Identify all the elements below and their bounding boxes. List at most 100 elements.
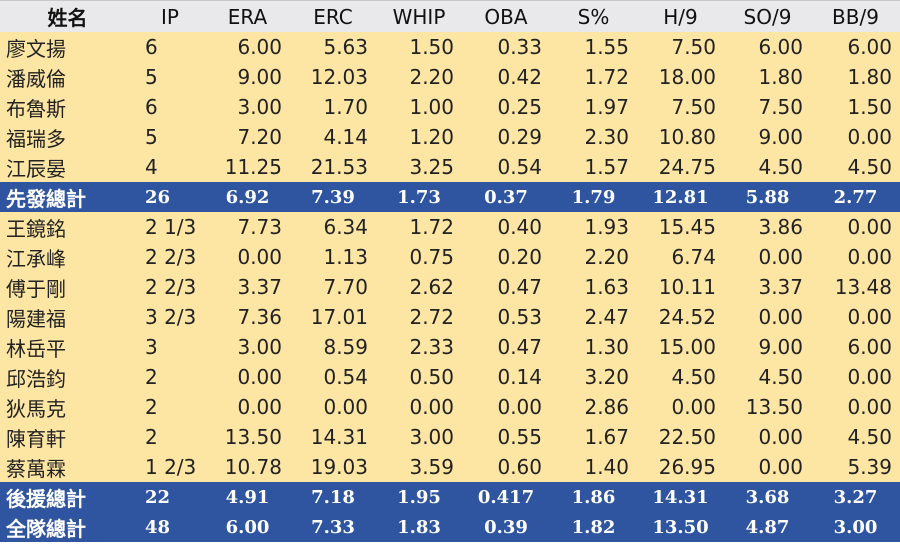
cell-h9[interactable]: 24.75: [637, 152, 724, 182]
cell-bb9[interactable]: 6.00: [811, 32, 900, 62]
cell-era[interactable]: 9.00: [205, 62, 290, 92]
cell-s-pct[interactable]: 2.30: [550, 122, 637, 152]
cell-s-pct[interactable]: 1.55: [550, 32, 637, 62]
cell-s-pct[interactable]: 2.47: [550, 302, 637, 332]
cell-bb9[interactable]: 4.50: [811, 422, 900, 452]
header-ip[interactable]: IP: [135, 0, 205, 32]
cell-ip[interactable]: 3 2/3: [135, 302, 205, 332]
cell-erc[interactable]: 4.14: [290, 122, 376, 152]
cell-so9[interactable]: 4.50: [724, 152, 811, 182]
cell-s-pct[interactable]: 1.86: [550, 482, 637, 512]
cell-oba[interactable]: 0.37: [462, 182, 550, 212]
cell-bb9[interactable]: 4.50: [811, 152, 900, 182]
cell-erc[interactable]: 14.31: [290, 422, 376, 452]
cell-h9[interactable]: 7.50: [637, 92, 724, 122]
cell-s-pct[interactable]: 1.79: [550, 182, 637, 212]
cell-era[interactable]: 7.20: [205, 122, 290, 152]
cell-whip[interactable]: 1.00: [376, 92, 462, 122]
cell-name[interactable]: 江承峰: [0, 242, 135, 272]
cell-h9[interactable]: 12.81: [637, 182, 724, 212]
cell-ip[interactable]: 22: [135, 482, 205, 512]
cell-name[interactable]: 潘威倫: [0, 62, 135, 92]
cell-whip[interactable]: 1.95: [376, 482, 462, 512]
cell-era[interactable]: 3.00: [205, 332, 290, 362]
cell-era[interactable]: 13.50: [205, 422, 290, 452]
cell-oba[interactable]: 0.14: [462, 362, 550, 392]
cell-erc[interactable]: 17.01: [290, 302, 376, 332]
cell-whip[interactable]: 3.00: [376, 422, 462, 452]
cell-whip[interactable]: 0.00: [376, 392, 462, 422]
header-h9[interactable]: H/9: [637, 0, 724, 32]
cell-ip[interactable]: 2 1/3: [135, 212, 205, 242]
cell-oba[interactable]: 0.00: [462, 392, 550, 422]
cell-h9[interactable]: 22.50: [637, 422, 724, 452]
cell-erc[interactable]: 5.63: [290, 32, 376, 62]
cell-oba[interactable]: 0.47: [462, 272, 550, 302]
cell-ip[interactable]: 26: [135, 182, 205, 212]
header-whip[interactable]: WHIP: [376, 0, 462, 32]
cell-whip[interactable]: 0.50: [376, 362, 462, 392]
cell-ip[interactable]: 1 2/3: [135, 452, 205, 482]
header-era[interactable]: ERA: [205, 0, 290, 32]
header-so9[interactable]: SO/9: [724, 0, 811, 32]
cell-bb9[interactable]: 6.00: [811, 332, 900, 362]
cell-name[interactable]: 狄馬克: [0, 392, 135, 422]
cell-ip[interactable]: 6: [135, 92, 205, 122]
cell-oba[interactable]: 0.20: [462, 242, 550, 272]
cell-era[interactable]: 0.00: [205, 392, 290, 422]
cell-era[interactable]: 6.00: [205, 32, 290, 62]
cell-erc[interactable]: 7.39: [290, 182, 376, 212]
cell-bb9[interactable]: 5.39: [811, 452, 900, 482]
cell-ip[interactable]: 5: [135, 122, 205, 152]
cell-era[interactable]: 6.00: [205, 512, 290, 542]
cell-so9[interactable]: 13.50: [724, 392, 811, 422]
cell-name[interactable]: 邱浩鈞: [0, 362, 135, 392]
cell-so9[interactable]: 0.00: [724, 422, 811, 452]
cell-s-pct[interactable]: 1.97: [550, 92, 637, 122]
cell-so9[interactable]: 3.68: [724, 482, 811, 512]
cell-s-pct[interactable]: 1.57: [550, 152, 637, 182]
cell-s-pct[interactable]: 1.82: [550, 512, 637, 542]
cell-so9[interactable]: 0.00: [724, 242, 811, 272]
cell-whip[interactable]: 1.73: [376, 182, 462, 212]
cell-name[interactable]: 江辰晏: [0, 152, 135, 182]
cell-s-pct[interactable]: 1.72: [550, 62, 637, 92]
cell-bb9[interactable]: 3.00: [811, 512, 900, 542]
cell-h9[interactable]: 13.50: [637, 512, 724, 542]
cell-so9[interactable]: 4.50: [724, 362, 811, 392]
cell-ip[interactable]: 48: [135, 512, 205, 542]
cell-name[interactable]: 王鏡銘: [0, 212, 135, 242]
cell-ip[interactable]: 2 2/3: [135, 272, 205, 302]
cell-bb9[interactable]: 0.00: [811, 392, 900, 422]
cell-ip[interactable]: 4: [135, 152, 205, 182]
cell-so9[interactable]: 4.87: [724, 512, 811, 542]
cell-whip[interactable]: 2.33: [376, 332, 462, 362]
cell-so9[interactable]: 3.37: [724, 272, 811, 302]
cell-so9[interactable]: 5.88: [724, 182, 811, 212]
cell-name[interactable]: 布魯斯: [0, 92, 135, 122]
cell-name[interactable]: 陽建福: [0, 302, 135, 332]
cell-so9[interactable]: 0.00: [724, 302, 811, 332]
cell-whip[interactable]: 2.20: [376, 62, 462, 92]
cell-h9[interactable]: 24.52: [637, 302, 724, 332]
cell-s-pct[interactable]: 1.30: [550, 332, 637, 362]
header-erc[interactable]: ERC: [290, 0, 376, 32]
cell-s-pct[interactable]: 3.20: [550, 362, 637, 392]
cell-whip[interactable]: 2.72: [376, 302, 462, 332]
cell-so9[interactable]: 6.00: [724, 32, 811, 62]
cell-erc[interactable]: 7.18: [290, 482, 376, 512]
cell-h9[interactable]: 14.31: [637, 482, 724, 512]
header-name[interactable]: 姓名: [0, 0, 135, 32]
cell-era[interactable]: 11.25: [205, 152, 290, 182]
cell-whip[interactable]: 1.83: [376, 512, 462, 542]
cell-bb9[interactable]: 13.48: [811, 272, 900, 302]
cell-whip[interactable]: 0.75: [376, 242, 462, 272]
cell-oba[interactable]: 0.25: [462, 92, 550, 122]
header-oba[interactable]: OBA: [462, 0, 550, 32]
cell-oba[interactable]: 0.33: [462, 32, 550, 62]
cell-so9[interactable]: 1.80: [724, 62, 811, 92]
cell-s-pct[interactable]: 1.40: [550, 452, 637, 482]
cell-h9[interactable]: 15.45: [637, 212, 724, 242]
cell-ip[interactable]: 2 2/3: [135, 242, 205, 272]
cell-h9[interactable]: 10.80: [637, 122, 724, 152]
